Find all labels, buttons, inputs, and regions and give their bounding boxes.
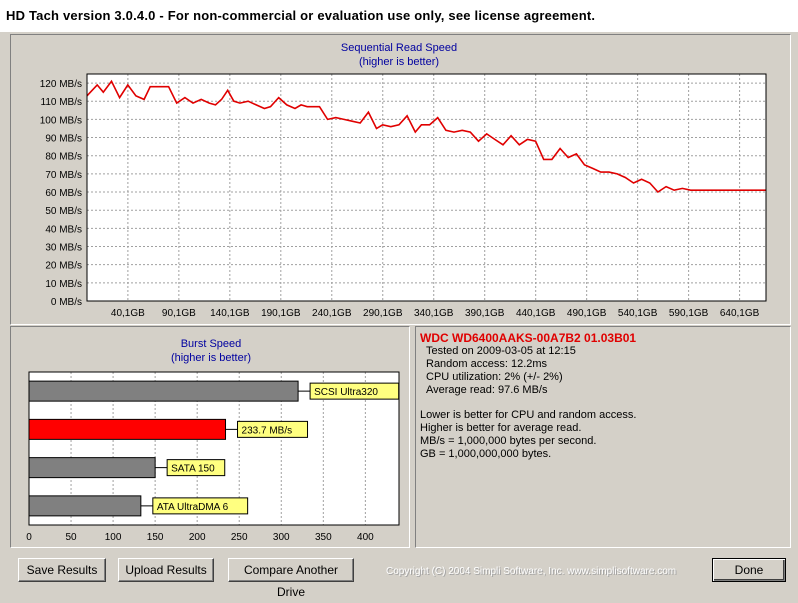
title-bar: HD Tach version 3.0.4.0 - For non-commer… [0, 0, 798, 32]
burst-chart-title: Burst Speed [181, 338, 242, 350]
x-tick-label: 90,1GB [162, 308, 196, 319]
random-access: Random access: 12.2ms [426, 358, 548, 370]
x-tick-label: 390,1GB [465, 308, 505, 319]
note-mbs: MB/s = 1,000,000 bytes per second. [420, 435, 597, 447]
burst-x-tick-label: 100 [105, 532, 122, 543]
chart-subtitle: (higher is better) [359, 56, 439, 68]
y-tick-label: 120 MB/s [40, 79, 82, 90]
burst-x-tick-label: 0 [26, 532, 32, 543]
compare-drive-label: Compare Another Drive [243, 563, 339, 599]
read-speed-series [86, 79, 766, 194]
y-tick-label: 10 MB/s [45, 279, 82, 290]
x-tick-label: 540,1GB [618, 308, 658, 319]
burst-label-box [152, 497, 249, 515]
burst-x-tick-label: 50 [65, 532, 77, 543]
burst-speed-chart: Burst Speed (higher is better) SCSI Ultr… [26, 338, 400, 543]
save-results-label: Save Results [26, 563, 98, 577]
upload-results-button[interactable]: Upload Results [118, 558, 214, 582]
x-tick-label: 440,1GB [516, 308, 556, 319]
note-gb: GB = 1,000,000,000 bytes. [420, 448, 552, 460]
y-tick-label: 50 MB/s [45, 206, 82, 217]
burst-x-tick-label: 400 [357, 532, 374, 543]
note-average: Higher is better for average read. [420, 422, 582, 434]
save-results-button[interactable]: Save Results [18, 558, 106, 582]
compare-another-drive-button[interactable]: Compare Another Drive [228, 558, 354, 599]
y-tick-label: 30 MB/s [45, 243, 82, 254]
y-tick-label: 90 MB/s [45, 134, 82, 145]
burst-bar-label: ATA UltraDMA 6 [157, 502, 229, 513]
burst-bar-label: SATA 150 [171, 464, 215, 475]
burst-bar [28, 457, 156, 479]
burst-x-tick-label: 350 [315, 532, 332, 543]
burst-label-box [237, 420, 309, 438]
sequential-read-chart: Sequential Read Speed (higher is better)… [40, 42, 767, 319]
burst-bar-label: SCSI Ultra320 [314, 387, 378, 398]
y-tick-label: 20 MB/s [45, 261, 82, 272]
x-tick-label: 340,1GB [414, 308, 454, 319]
note-cpu: Lower is better for CPU and random acces… [420, 409, 637, 421]
upload-results-label: Upload Results [125, 563, 207, 577]
x-tick-label: 40,1GB [111, 308, 145, 319]
x-tick-label: 140,1GB [210, 308, 250, 319]
burst-bar [28, 380, 299, 402]
x-tick-label: 290,1GB [363, 308, 403, 319]
results-panel [415, 326, 791, 548]
done-button[interactable]: Done [712, 558, 786, 582]
results-info: WDC WD6400AAKS-00A7B2 01.03B01 Tested on… [418, 330, 788, 545]
burst-x-axis: 0 50 100 150 200 250 300 350 400 [26, 532, 374, 543]
drive-model: WDC WD6400AAKS-00A7B2 01.03B01 [420, 331, 637, 345]
y-tick-label: 70 MB/s [45, 170, 82, 181]
x-tick-label: 490,1GB [567, 308, 607, 319]
y-tick-label: 110 MB/s [41, 97, 83, 108]
y-tick-label: 40 MB/s [45, 224, 82, 235]
x-tick-label: 240,1GB [312, 308, 352, 319]
x-axis: 40,1GB 90,1GB 140,1GB 190,1GB 240,1GB 290,1GB… [111, 308, 760, 319]
tested-on: Tested on 2009-03-05 at 12:15 [426, 345, 576, 357]
sequential-read-panel: Sequential Read Speed (higher is better)… [10, 34, 791, 325]
burst-speed-panel: Burst Speed (higher is better) SCSI Ultr… [10, 326, 410, 548]
burst-x-tick-label: 200 [189, 532, 206, 543]
burst-x-tick-label: 300 [273, 532, 290, 543]
y-tick-label: 80 MB/s [45, 152, 82, 163]
burst-x-tick-label: 250 [231, 532, 248, 543]
x-tick-label: 190,1GB [261, 308, 301, 319]
burst-bar [28, 495, 142, 517]
chart-title: Sequential Read Speed [341, 42, 457, 54]
x-tick-label: 590,1GB [669, 308, 709, 319]
window-title: HD Tach version 3.0.4.0 - For non-commer… [6, 8, 596, 23]
y-tick-label: 0 MB/s [51, 297, 82, 308]
x-tick-label: 640,1GB [720, 308, 760, 319]
burst-bar [28, 418, 227, 440]
y-tick-label: 60 MB/s [45, 188, 82, 199]
average-read: Average read: 97.6 MB/s [426, 384, 548, 396]
read-speed-line [86, 79, 766, 194]
copyright-text: Copyright (C) 2004 Simpli Software, Inc.… [386, 566, 677, 577]
burst-bar-label: 233.7 MB/s [242, 425, 293, 436]
burst-x-tick-label: 150 [147, 532, 164, 543]
done-label: Done [734, 563, 764, 577]
y-axis: 0 MB/s 10 MB/s 20 MB/s 30 MB/s 40 MB/s 50 MB/… [40, 79, 82, 308]
burst-label-box [166, 459, 226, 477]
cpu-utilization: CPU utilization: 2% (+/- 2%) [426, 371, 563, 383]
burst-chart-subtitle: (higher is better) [171, 352, 251, 364]
y-tick-label: 100 MB/s [40, 115, 82, 126]
